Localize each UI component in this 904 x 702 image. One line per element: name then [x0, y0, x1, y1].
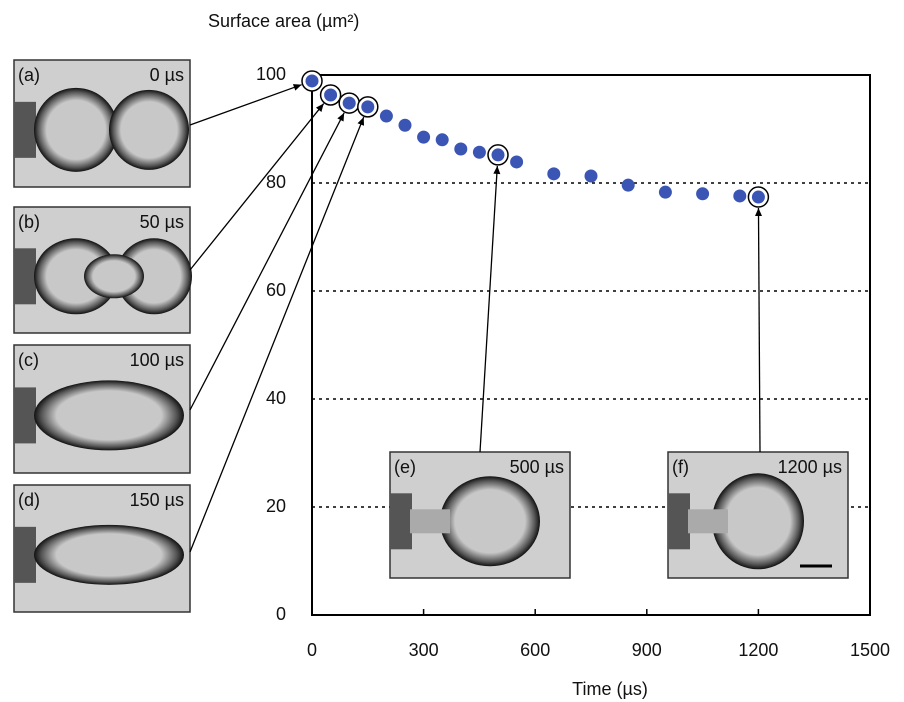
inset-label: (f) [672, 457, 689, 477]
plot-frame [311, 74, 871, 616]
x-tick-label: 600 [520, 640, 550, 660]
bubble [712, 473, 804, 570]
point [621, 178, 635, 192]
arrow-head [315, 103, 324, 112]
inset-image: (a) 0 µs [13, 59, 191, 188]
nozzle [14, 248, 36, 305]
inset-label: (c) [18, 350, 39, 370]
nozzle [14, 526, 36, 583]
x-tick-label: 300 [409, 640, 439, 660]
x-tick-label: 900 [632, 640, 662, 660]
bubble [109, 89, 189, 170]
inset-image: (b) 50 µs [13, 206, 192, 334]
arrow-head [357, 117, 365, 126]
inset-label: (d) [18, 490, 40, 510]
y-tick-label: 80 [266, 172, 286, 192]
inset-label: (b) [18, 212, 40, 232]
arrow-line [479, 165, 498, 453]
inset-time: 0 µs [150, 65, 184, 85]
neck [688, 509, 728, 534]
nozzle [668, 493, 690, 550]
x-tick-label: 1200 [738, 640, 778, 660]
inset-time: 100 µs [130, 350, 184, 370]
inset-label: (e) [394, 457, 416, 477]
arrow-head [292, 84, 302, 91]
y-tick-label: 60 [266, 280, 286, 300]
point [398, 118, 412, 132]
x-axis-title: Time (µs) [572, 679, 648, 699]
inset-image: (d) 150 µs [13, 484, 191, 613]
point [547, 167, 561, 181]
arrow-line [189, 112, 345, 411]
bubble [440, 476, 540, 567]
point [342, 96, 356, 110]
point [510, 155, 524, 169]
bubble [84, 254, 144, 299]
point [733, 189, 747, 203]
inset-time: 500 µs [510, 457, 564, 477]
inset-time: 50 µs [140, 212, 184, 232]
inset-label: (a) [18, 65, 40, 85]
y-tick-label: 0 [276, 604, 286, 624]
arrow-head [493, 165, 501, 175]
arrow-head [337, 112, 345, 122]
y-tick-label: 40 [266, 388, 286, 408]
point [658, 185, 672, 199]
inset-image: (c) 100 µs [13, 344, 191, 474]
point [305, 74, 319, 88]
bubble [116, 238, 192, 315]
inset-image: (f) 1200 µs [667, 451, 849, 579]
bubble [34, 524, 184, 585]
nozzle [390, 493, 412, 550]
arrow-line [189, 116, 365, 553]
point [324, 88, 338, 102]
point [696, 187, 710, 201]
arrow-line [189, 103, 325, 271]
arrow-line [189, 84, 302, 126]
neck [410, 509, 450, 534]
point [435, 133, 449, 147]
x-tick-label: 1500 [850, 640, 890, 660]
bubble [34, 380, 184, 451]
point [454, 142, 468, 156]
bubble [34, 238, 118, 315]
y-axis-title: Surface area (µm²) [208, 11, 359, 31]
bubble [34, 87, 118, 172]
point [361, 100, 375, 114]
point [584, 169, 598, 183]
arrow-head [755, 208, 763, 217]
point [379, 109, 393, 123]
y-tick-label: 100 [256, 64, 286, 84]
point [472, 145, 486, 159]
nozzle [14, 387, 36, 444]
y-tick-label: 20 [266, 496, 286, 516]
point [417, 130, 431, 144]
inset-time: 150 µs [130, 490, 184, 510]
point [751, 190, 765, 204]
inset-time: 1200 µs [778, 457, 842, 477]
x-tick-label: 0 [307, 640, 317, 660]
inset-image: (e) 500 µs [389, 451, 571, 579]
point [491, 148, 505, 162]
arrow-line [757, 208, 761, 453]
nozzle [14, 101, 36, 158]
